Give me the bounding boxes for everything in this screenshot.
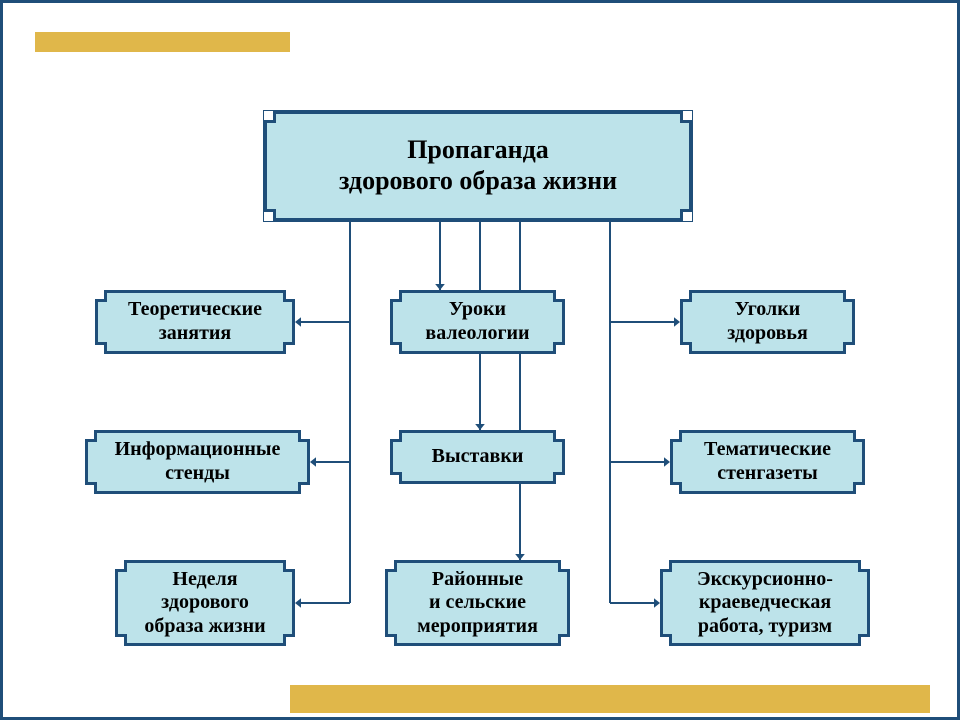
node-label: Районныеи сельскиемероприятия	[417, 568, 538, 639]
child-node-c4: Информационныестенды	[85, 430, 310, 494]
accent-bar-top	[35, 32, 290, 52]
node-label: Экскурсионно-краеведческаяработа, туризм	[697, 568, 833, 639]
node-label: Уголкиздоровья	[727, 298, 808, 345]
child-node-c9: Экскурсионно-краеведческаяработа, туризм	[660, 560, 870, 646]
child-node-c2: Урокивалеологии	[390, 290, 565, 354]
child-node-c7: Неделяздоровогообраза жизни	[115, 560, 295, 646]
root-node: Пропагандаздорового образа жизни	[263, 110, 693, 222]
child-node-c3: Уголкиздоровья	[680, 290, 855, 354]
node-label: Выставки	[432, 445, 524, 469]
node-label: Урокивалеологии	[425, 298, 529, 345]
child-node-c1: Теоретическиезанятия	[95, 290, 295, 354]
child-node-c8: Районныеи сельскиемероприятия	[385, 560, 570, 646]
node-label: Неделяздоровогообраза жизни	[144, 568, 265, 639]
node-label: Теоретическиезанятия	[128, 298, 262, 345]
child-node-c5: Выставки	[390, 430, 565, 484]
child-node-c6: Тематическиестенгазеты	[670, 430, 865, 494]
accent-bar-bottom	[290, 685, 930, 713]
node-label: Информационныестенды	[115, 438, 281, 485]
node-label: Пропагандаздорового образа жизни	[339, 135, 617, 196]
node-label: Тематическиестенгазеты	[704, 438, 831, 485]
